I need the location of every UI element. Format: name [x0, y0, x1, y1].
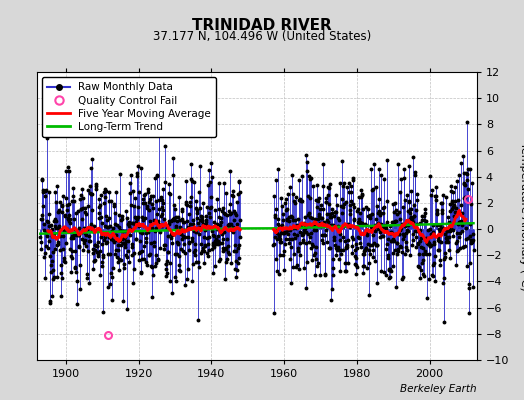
Legend: Raw Monthly Data, Quality Control Fail, Five Year Moving Average, Long-Term Tren: Raw Monthly Data, Quality Control Fail, … — [42, 77, 216, 137]
Text: TRINIDAD RIVER: TRINIDAD RIVER — [192, 18, 332, 33]
Text: Berkeley Earth: Berkeley Earth — [400, 384, 477, 394]
Text: 37.177 N, 104.496 W (United States): 37.177 N, 104.496 W (United States) — [153, 30, 371, 43]
Y-axis label: Temperature Anomaly (°C): Temperature Anomaly (°C) — [519, 142, 524, 290]
